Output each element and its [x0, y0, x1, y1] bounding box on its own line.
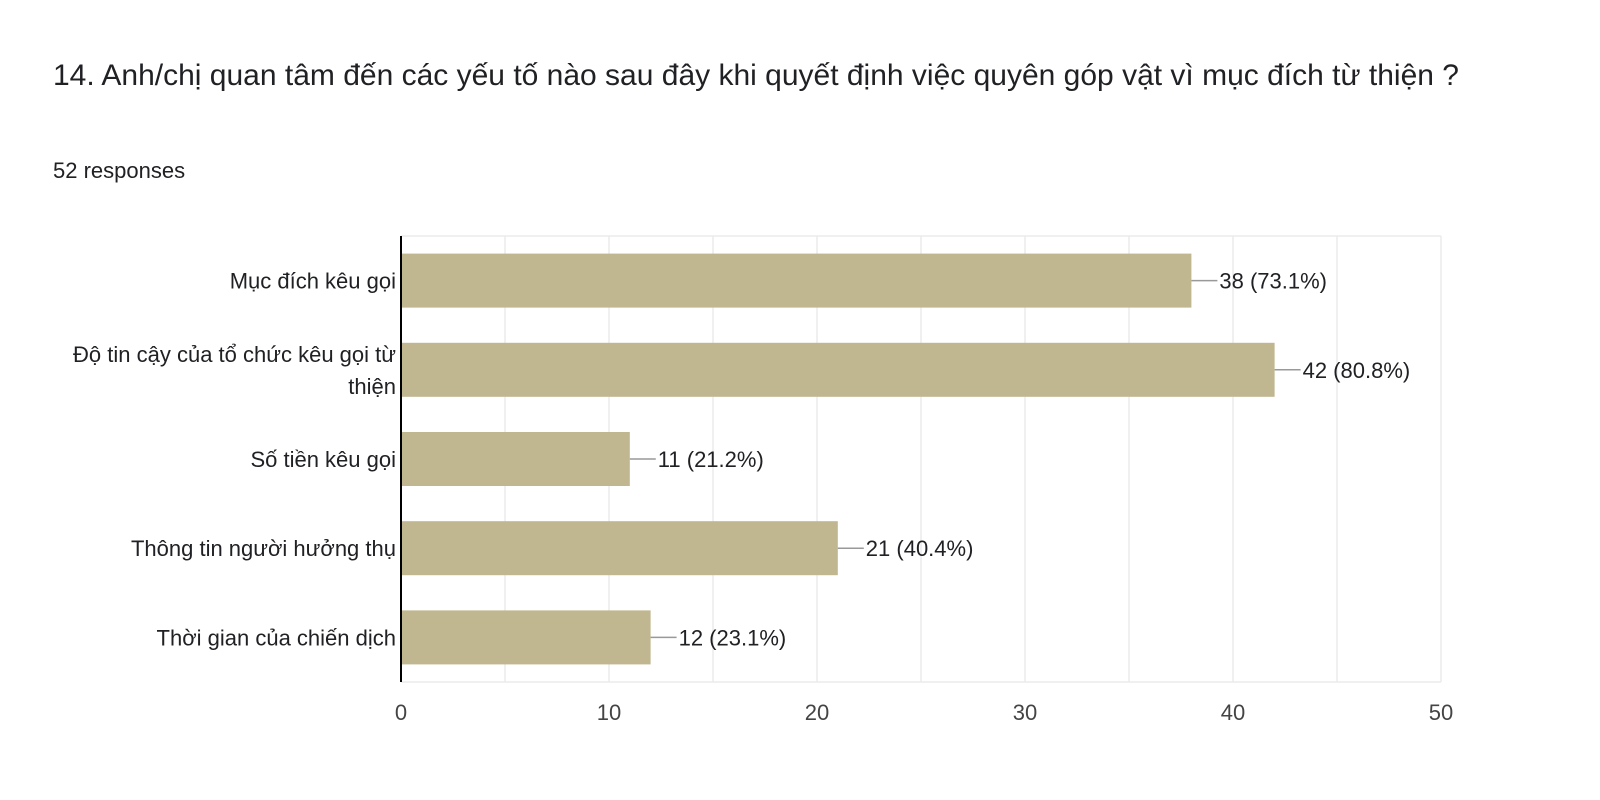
category-label: Thông tin người hưởng thụ: [131, 536, 396, 561]
question-title: 14. Anh/chị quan tâm đến các yếu tố nào …: [53, 59, 1459, 92]
bar: [401, 610, 651, 665]
x-tick-label: 0: [395, 700, 407, 725]
value-label: 11 (21.2%): [658, 447, 764, 472]
bar: [401, 253, 1192, 308]
x-tick-label: 20: [805, 700, 829, 725]
bar: [401, 432, 630, 486]
category-label: Mục đích kêu gọi: [230, 269, 396, 294]
bar: [401, 342, 1275, 397]
category-label: Thời gian của chiến dịch: [157, 625, 396, 650]
response-count: 52 responses: [53, 158, 186, 183]
value-label: 42 (80.8%): [1303, 358, 1411, 383]
bar: [401, 521, 838, 576]
category-label: thiện: [348, 374, 396, 399]
x-tick-label: 10: [597, 700, 621, 725]
x-tick-label: 50: [1429, 700, 1453, 725]
category-label: Độ tin cậy của tổ chức kêu gọi từ: [73, 342, 396, 367]
value-label: 21 (40.4%): [866, 536, 974, 561]
category-label: Số tiền kêu gọi: [250, 447, 396, 472]
value-label: 12 (23.1%): [679, 625, 787, 650]
value-label: 38 (73.1%): [1219, 269, 1327, 294]
x-tick-label: 30: [1013, 700, 1037, 725]
x-tick-label: 40: [1221, 700, 1245, 725]
